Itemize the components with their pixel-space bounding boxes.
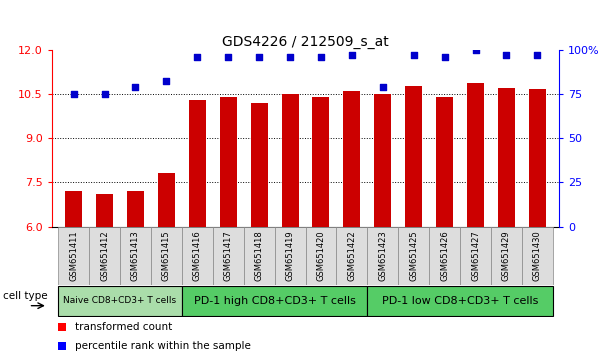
Text: PD-1 low CD8+CD3+ T cells: PD-1 low CD8+CD3+ T cells: [382, 296, 538, 306]
Text: GSM651419: GSM651419: [285, 230, 295, 281]
Bar: [58, 227, 89, 285]
Text: GSM651412: GSM651412: [100, 230, 109, 281]
Bar: [58, 286, 182, 316]
Point: [192, 54, 202, 59]
Point: [254, 54, 264, 59]
Text: GSM651422: GSM651422: [348, 230, 356, 281]
Bar: [96, 194, 113, 227]
Point: [347, 52, 357, 58]
Point: [161, 79, 171, 84]
Bar: [182, 227, 213, 285]
Text: GSM651416: GSM651416: [193, 230, 202, 281]
Bar: [251, 103, 268, 227]
Text: GSM651427: GSM651427: [471, 230, 480, 281]
Point: [316, 54, 326, 59]
Point: [470, 47, 480, 52]
Bar: [405, 86, 422, 227]
Point: [100, 91, 109, 97]
Text: GSM651423: GSM651423: [378, 230, 387, 281]
Text: GSM651425: GSM651425: [409, 230, 418, 281]
Bar: [282, 94, 299, 227]
Bar: [367, 227, 398, 285]
Bar: [436, 97, 453, 227]
Point: [223, 54, 233, 59]
Point: [440, 54, 450, 59]
Bar: [343, 91, 360, 227]
Bar: [89, 227, 120, 285]
Text: GSM651417: GSM651417: [224, 230, 233, 281]
Bar: [158, 173, 175, 227]
Bar: [460, 227, 491, 285]
Point: [68, 91, 78, 97]
Text: GSM651413: GSM651413: [131, 230, 140, 281]
Text: GSM651429: GSM651429: [502, 230, 511, 281]
Text: PD-1 high CD8+CD3+ T cells: PD-1 high CD8+CD3+ T cells: [194, 296, 356, 306]
Bar: [151, 227, 182, 285]
Point: [285, 54, 295, 59]
Text: Naive CD8+CD3+ T cells: Naive CD8+CD3+ T cells: [64, 296, 177, 306]
Text: percentile rank within the sample: percentile rank within the sample: [75, 341, 251, 351]
Bar: [189, 100, 206, 227]
Bar: [429, 227, 460, 285]
Bar: [274, 227, 306, 285]
Bar: [467, 84, 484, 227]
Bar: [367, 286, 553, 316]
Title: GDS4226 / 212509_s_at: GDS4226 / 212509_s_at: [222, 35, 389, 48]
Point: [533, 52, 543, 58]
Point: [131, 84, 141, 90]
Text: GSM651418: GSM651418: [255, 230, 263, 281]
Text: GSM651426: GSM651426: [440, 230, 449, 281]
Bar: [306, 227, 337, 285]
Bar: [244, 227, 274, 285]
Text: GSM651430: GSM651430: [533, 230, 542, 281]
Point: [378, 84, 388, 90]
Bar: [220, 97, 236, 227]
Bar: [491, 227, 522, 285]
Bar: [529, 89, 546, 227]
Bar: [120, 227, 151, 285]
Text: GSM651411: GSM651411: [69, 230, 78, 281]
Bar: [498, 88, 515, 227]
Bar: [398, 227, 429, 285]
Bar: [312, 97, 329, 227]
Bar: [375, 94, 391, 227]
Text: cell type: cell type: [2, 291, 47, 301]
Bar: [522, 227, 553, 285]
Point: [502, 52, 511, 58]
Text: transformed count: transformed count: [75, 322, 172, 332]
Text: GSM651415: GSM651415: [162, 230, 171, 281]
Bar: [182, 286, 367, 316]
Bar: [337, 227, 367, 285]
Text: GSM651420: GSM651420: [316, 230, 326, 281]
Bar: [213, 227, 244, 285]
Point: [409, 52, 419, 58]
Bar: [65, 191, 82, 227]
Bar: [127, 191, 144, 227]
